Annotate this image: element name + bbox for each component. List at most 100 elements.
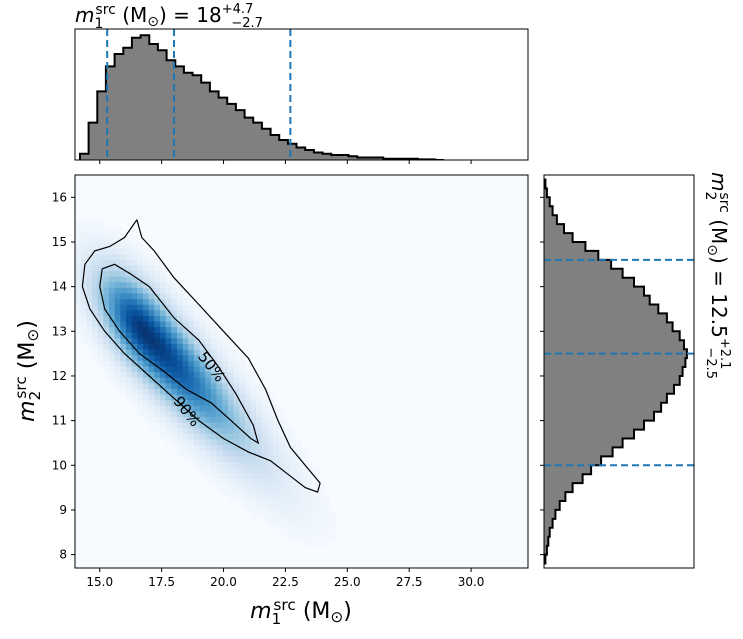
- heatmap-cell: [182, 349, 189, 356]
- heatmap-cell: [199, 416, 206, 423]
- heatmap-cell: [312, 517, 320, 524]
- heatmap-cell: [210, 450, 218, 457]
- heatmap-cell: [227, 489, 235, 496]
- heatmap-cell: [176, 377, 184, 384]
- heatmap-cell: [233, 466, 240, 474]
- heatmap-cell: [120, 309, 127, 316]
- heatmap-cell: [148, 388, 155, 395]
- heatmap-cell: [103, 309, 110, 316]
- heatmap-cell: [193, 388, 201, 395]
- heatmap-cell: [210, 422, 218, 429]
- heatmap-cell: [114, 354, 121, 361]
- heatmap-cell: [244, 455, 252, 462]
- heatmap-cell: [239, 500, 246, 507]
- heatmap-cell: [256, 478, 263, 485]
- right-histogram-bar: [544, 518, 553, 529]
- heatmap-cell: [307, 483, 314, 490]
- heatmap-cell: [142, 264, 150, 272]
- heatmap-cell: [108, 270, 116, 277]
- heatmap-cell: [120, 231, 127, 238]
- x-tick-label: 22.5: [272, 575, 299, 589]
- heatmap-cell: [222, 360, 229, 367]
- heatmap-cell: [233, 438, 240, 446]
- heatmap-cell: [154, 399, 161, 406]
- heatmap-cell: [91, 304, 99, 311]
- top-histogram-bar: [105, 66, 115, 160]
- heatmap-cell: [233, 455, 240, 462]
- heatmap-cell: [273, 461, 280, 468]
- heatmap-cell: [131, 270, 138, 277]
- heatmap-cell: [131, 236, 138, 243]
- label-unit: (M: [116, 3, 147, 27]
- heatmap-cell: [210, 371, 218, 378]
- label-subscript: 2: [26, 391, 44, 401]
- right-histogram-bar: [544, 367, 683, 377]
- heatmap-cell: [171, 320, 178, 328]
- heatmap-cell: [273, 433, 280, 440]
- heatmap-cell: [244, 461, 252, 468]
- heatmap-cell: [193, 309, 201, 316]
- heatmap-cell: [125, 236, 133, 243]
- heatmap-cell: [295, 472, 303, 479]
- heatmap-cell: [182, 422, 189, 429]
- heatmap-cell: [142, 416, 150, 423]
- heatmap-cell: [176, 427, 184, 434]
- heatmap-cell: [227, 466, 235, 474]
- heatmap-cell: [205, 450, 212, 457]
- heatmap-cell: [261, 466, 269, 474]
- top-histogram-bar: [88, 122, 98, 160]
- heatmap-cell: [193, 455, 201, 462]
- heatmap-cell: [216, 450, 223, 457]
- heatmap-cell: [307, 478, 314, 485]
- heatmap-cell: [222, 410, 229, 418]
- label-error-up: +4.7: [222, 2, 254, 17]
- heatmap-cell: [114, 225, 121, 232]
- heatmap-cell: [244, 405, 252, 412]
- heatmap-cell: [205, 320, 212, 328]
- top-histogram-bar: [80, 153, 90, 160]
- heatmap-cell: [250, 438, 257, 446]
- heatmap-cell: [193, 410, 201, 418]
- heatmap-cell: [125, 309, 133, 316]
- heatmap-cell: [233, 427, 240, 434]
- heatmap-cell: [137, 298, 144, 305]
- heatmap-cell: [199, 382, 206, 389]
- heatmap-cell: [284, 444, 291, 451]
- top-histogram-bar: [313, 152, 323, 160]
- heatmap-cell: [182, 438, 189, 446]
- heatmap-cell: [103, 287, 110, 294]
- heatmap-cell: [312, 500, 320, 507]
- heatmap-cell: [210, 433, 218, 440]
- heatmap-cell: [222, 466, 229, 474]
- heatmap-cell: [159, 349, 167, 356]
- heatmap-cell: [295, 511, 303, 519]
- right-histogram-bar: [544, 304, 659, 314]
- y-tick-label: 14: [52, 280, 67, 294]
- heatmap-cell: [176, 298, 184, 305]
- heatmap-cell: [176, 438, 184, 446]
- heatmap-cell: [239, 478, 246, 485]
- heatmap-cell: [103, 247, 110, 255]
- heatmap-cell: [239, 371, 246, 378]
- heatmap-cell: [216, 472, 223, 479]
- heatmap-cell: [171, 349, 178, 356]
- heatmap-cell: [239, 495, 246, 502]
- heatmap-cell: [114, 264, 121, 272]
- heatmap-cell: [278, 472, 286, 479]
- heatmap-cell: [284, 455, 291, 462]
- heatmap-cell: [210, 337, 218, 345]
- heatmap-cell: [233, 365, 240, 373]
- heatmap-cell: [193, 343, 201, 350]
- heatmap-cell: [216, 354, 223, 361]
- heatmap-cell: [91, 281, 99, 288]
- heatmap-cell: [222, 483, 229, 490]
- heatmap-cell: [233, 371, 240, 378]
- heatmap-cell: [233, 388, 240, 395]
- heatmap-cell: [312, 539, 320, 547]
- heatmap-cell: [108, 281, 116, 288]
- heatmap-cell: [75, 287, 82, 294]
- heatmap-cell: [154, 259, 161, 266]
- heatmap-cell: [120, 377, 127, 384]
- heatmap-cell: [205, 405, 212, 412]
